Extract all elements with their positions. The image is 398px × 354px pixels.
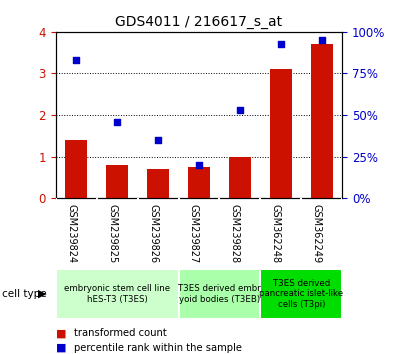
Text: GSM362248: GSM362248: [271, 204, 281, 263]
Text: ▶: ▶: [38, 289, 46, 299]
Bar: [106, 165, 129, 198]
Point: [319, 37, 325, 43]
Text: T3ES derived embr
yoid bodies (T3EB): T3ES derived embr yoid bodies (T3EB): [178, 284, 261, 303]
Bar: [260, 269, 342, 319]
Text: T3ES derived
pancreatic islet-like
cells (T3pi): T3ES derived pancreatic islet-like cells…: [259, 279, 343, 309]
Text: ■: ■: [56, 329, 66, 338]
Text: transformed count: transformed count: [74, 329, 166, 338]
Text: ■: ■: [56, 343, 66, 353]
Text: GSM239827: GSM239827: [189, 204, 199, 263]
Bar: [229, 156, 251, 198]
Text: cell type: cell type: [2, 289, 47, 299]
Bar: [310, 44, 333, 198]
Text: GSM239828: GSM239828: [230, 204, 240, 263]
Bar: [65, 140, 88, 198]
Point: [278, 41, 284, 46]
Text: embryonic stem cell line
hES-T3 (T3ES): embryonic stem cell line hES-T3 (T3ES): [64, 284, 170, 303]
Text: GSM239826: GSM239826: [148, 204, 158, 263]
Point: [114, 119, 120, 125]
Title: GDS4011 / 216617_s_at: GDS4011 / 216617_s_at: [115, 16, 283, 29]
Point: [196, 162, 202, 168]
Text: GSM362249: GSM362249: [312, 204, 322, 263]
Bar: [147, 169, 169, 198]
Bar: [56, 269, 179, 319]
Point: [155, 137, 161, 143]
Bar: [188, 167, 210, 198]
Point: [237, 107, 243, 113]
Text: percentile rank within the sample: percentile rank within the sample: [74, 343, 242, 353]
Text: GSM239824: GSM239824: [66, 204, 76, 263]
Point: [73, 57, 79, 63]
Text: GSM239825: GSM239825: [107, 204, 117, 263]
Bar: [179, 269, 260, 319]
Bar: [269, 69, 292, 198]
